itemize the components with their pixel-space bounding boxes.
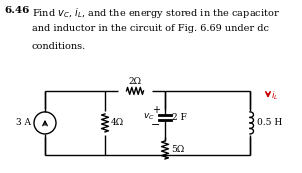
Text: −: − [151, 120, 161, 130]
Text: 5Ω: 5Ω [171, 145, 184, 154]
Text: 4Ω: 4Ω [111, 119, 124, 128]
Text: +: + [152, 105, 160, 115]
Text: 2Ω: 2Ω [128, 77, 142, 86]
Text: $v_C$: $v_C$ [143, 112, 155, 122]
Text: 2 F: 2 F [172, 113, 187, 122]
Text: 0.5 H: 0.5 H [257, 119, 282, 128]
Text: 6.46: 6.46 [4, 6, 29, 15]
Text: and inductor in the circuit of Fig. 6.69 under dc: and inductor in the circuit of Fig. 6.69… [32, 24, 269, 33]
Text: conditions.: conditions. [32, 42, 86, 51]
Text: Find $v_C$, $i_L$, and the energy stored in the capacitor: Find $v_C$, $i_L$, and the energy stored… [32, 6, 280, 20]
Text: $i_L$: $i_L$ [271, 90, 279, 102]
Text: 3 A: 3 A [16, 119, 31, 128]
